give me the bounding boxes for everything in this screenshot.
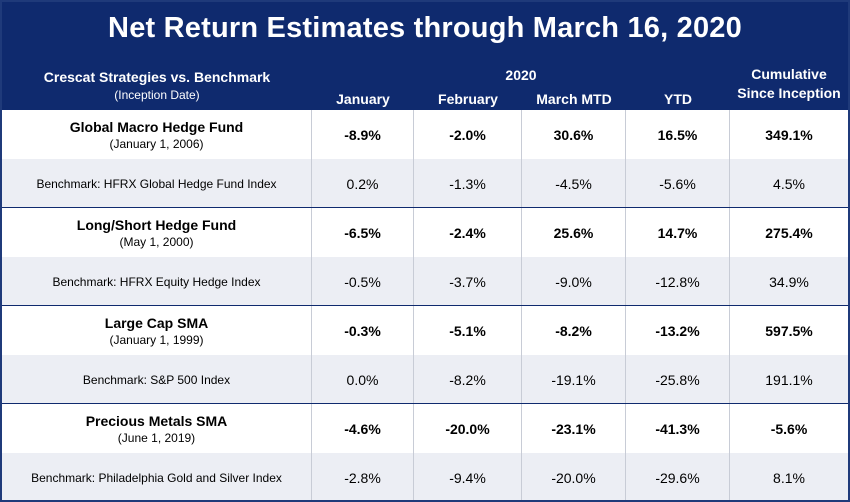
cell-february: -9.4% [414,453,522,500]
inception-label: (Inception Date) [114,88,200,102]
col-cumulative-line1: Cumulative [751,66,827,82]
cell-strategy-name: Benchmark: HFRX Equity Hedge Index [2,257,312,306]
strategies-label: Crescat Strategies vs. Benchmark [43,69,271,85]
cell-march-mtd: -23.1% [522,404,626,453]
cell-ytd: -5.6% [626,159,730,208]
cell-cumulative: 4.5% [773,175,805,192]
cell-march-mtd: 25.6% [522,208,626,257]
cell-strategy-name: Benchmark: S&P 500 Index [2,355,312,404]
cell-january: -0.3% [312,306,414,355]
cell-ytd: -13.2% [626,306,730,355]
cell-cumulative: -5.6% [770,420,808,437]
col-january: January [336,91,390,107]
strategy-name: Global Macro Hedge Fund [69,118,244,135]
cell-march-mtd: -4.5% [522,159,626,208]
strategy-row: Large Cap SMA (January 1, 1999) -0.3% -5.1%… [2,306,848,355]
col-cumulative: Cumulative Since Inception [730,65,848,102]
cell-march-mtd: -9.0% [522,257,626,306]
benchmark-row: Benchmark: HFRX Equity Hedge Index -0.5% -… [2,257,848,306]
benchmark-row: Benchmark: HFRX Global Hedge Fund Index 0… [2,159,848,208]
cell-march-mtd: -20.0% [522,453,626,500]
cell-february: -8.2% [414,355,522,404]
cell-cumulative: 275.4% [765,224,813,241]
strategy-name: Precious Metals SMA [85,412,228,429]
col-ytd: YTD [664,91,692,107]
benchmark-name: Benchmark: HFRX Global Hedge Fund Index [36,176,277,191]
strategy-name: Large Cap SMA [104,314,209,331]
col-february: February [438,91,498,107]
benchmark-row: Benchmark: S&P 500 Index 0.0% -8.2% -19.1% -… [2,355,848,404]
strategy-row: Long/Short Hedge Fund (May 1, 2000) -6.5% -… [2,208,848,257]
cell-strategy-name: Benchmark: Philadelphia Gold and Silver … [2,453,312,500]
cell-february: -2.0% [414,110,522,159]
cell-march-mtd: -8.2% [522,306,626,355]
cell-ytd: -29.6% [626,453,730,500]
year-header: 2020 [505,67,537,83]
cell-january: -4.6% [312,404,414,453]
cell-cumulative: 349.1% [765,126,813,143]
cell-strategy-name: Precious Metals SMA (June 1, 2019) [2,404,312,453]
cell-february: -20.0% [414,404,522,453]
strategy-name: Long/Short Hedge Fund [76,216,237,233]
benchmark-name: Benchmark: Philadelphia Gold and Silver … [31,470,282,485]
cell-january: -8.9% [312,110,414,159]
cell-cumulative: 191.1% [765,371,813,388]
cell-strategy-name: Global Macro Hedge Fund (January 1, 2006) [2,110,312,159]
cell-january: -6.5% [312,208,414,257]
cell-ytd: 16.5% [626,110,730,159]
cell-strategy-name: Benchmark: HFRX Global Hedge Fund Index [2,159,312,208]
cell-strategy-name: Long/Short Hedge Fund (May 1, 2000) [2,208,312,257]
cell-february: -1.3% [414,159,522,208]
inception-date: (June 1, 2019) [117,430,196,445]
benchmark-row: Benchmark: Philadelphia Gold and Silver … [2,453,848,500]
cell-ytd: 14.7% [626,208,730,257]
cell-february: -2.4% [414,208,522,257]
cell-january: 0.2% [312,159,414,208]
cell-cumulative: 34.9% [769,273,809,290]
cell-february: -5.1% [414,306,522,355]
cell-march-mtd: 30.6% [522,110,626,159]
strategy-row: Global Macro Hedge Fund (January 1, 2006)… [2,110,848,159]
cell-cumulative: 8.1% [773,469,805,486]
cell-ytd: -41.3% [626,404,730,453]
cell-february: -3.7% [414,257,522,306]
cell-january: -0.5% [312,257,414,306]
cell-march-mtd: -19.1% [522,355,626,404]
cell-cumulative: 597.5% [765,322,813,339]
table-header: Net Return Estimates through March 16, 2… [2,2,848,110]
page-title: Net Return Estimates through March 16, 2… [108,12,742,44]
strategies-header: Crescat Strategies vs. Benchmark (Incept… [2,68,312,104]
cell-january: 0.0% [312,355,414,404]
inception-date: (January 1, 2006) [109,136,204,151]
col-march-mtd: March MTD [536,91,612,107]
inception-date: (January 1, 1999) [109,332,204,347]
cell-strategy-name: Large Cap SMA (January 1, 1999) [2,306,312,355]
cell-ytd: -12.8% [626,257,730,306]
cell-ytd: -25.8% [626,355,730,404]
col-cumulative-line2: Since Inception [737,85,841,101]
cell-january: -2.8% [312,453,414,500]
inception-date: (May 1, 2000) [119,234,194,249]
benchmark-name: Benchmark: HFRX Equity Hedge Index [52,274,261,289]
benchmark-name: Benchmark: S&P 500 Index [82,372,231,387]
strategy-row: Precious Metals SMA (June 1, 2019) -4.6% -2… [2,404,848,453]
